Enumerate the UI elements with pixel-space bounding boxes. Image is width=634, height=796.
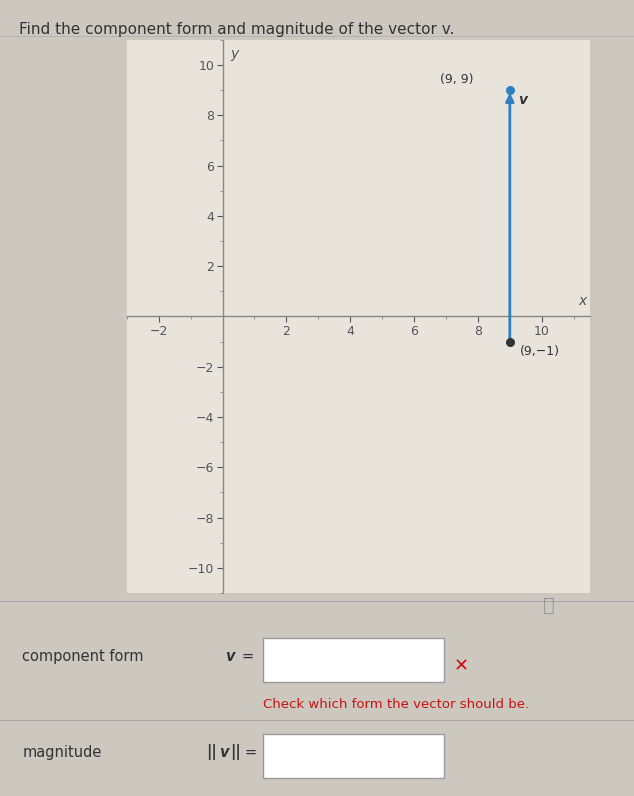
Text: y: y [231, 47, 239, 61]
Text: ✕: ✕ [453, 657, 469, 675]
Text: Check which form the vector should be.: Check which form the vector should be. [263, 698, 529, 711]
Text: =: = [244, 745, 256, 759]
Text: v: v [518, 92, 527, 107]
Text: ||: || [230, 744, 241, 760]
Text: Find the component form and magnitude of the vector v.: Find the component form and magnitude of… [19, 22, 455, 37]
Text: ||: || [206, 744, 217, 760]
Text: ⓘ: ⓘ [543, 595, 554, 615]
Text: (9, 9): (9, 9) [439, 73, 473, 86]
Text: magnitude: magnitude [22, 745, 101, 759]
Text: x: x [578, 294, 586, 307]
Text: (9,−1): (9,−1) [519, 345, 559, 358]
Text: v: v [225, 650, 235, 664]
Text: =: = [242, 650, 254, 664]
Text: component form: component form [22, 650, 144, 664]
Text: v: v [219, 745, 228, 759]
